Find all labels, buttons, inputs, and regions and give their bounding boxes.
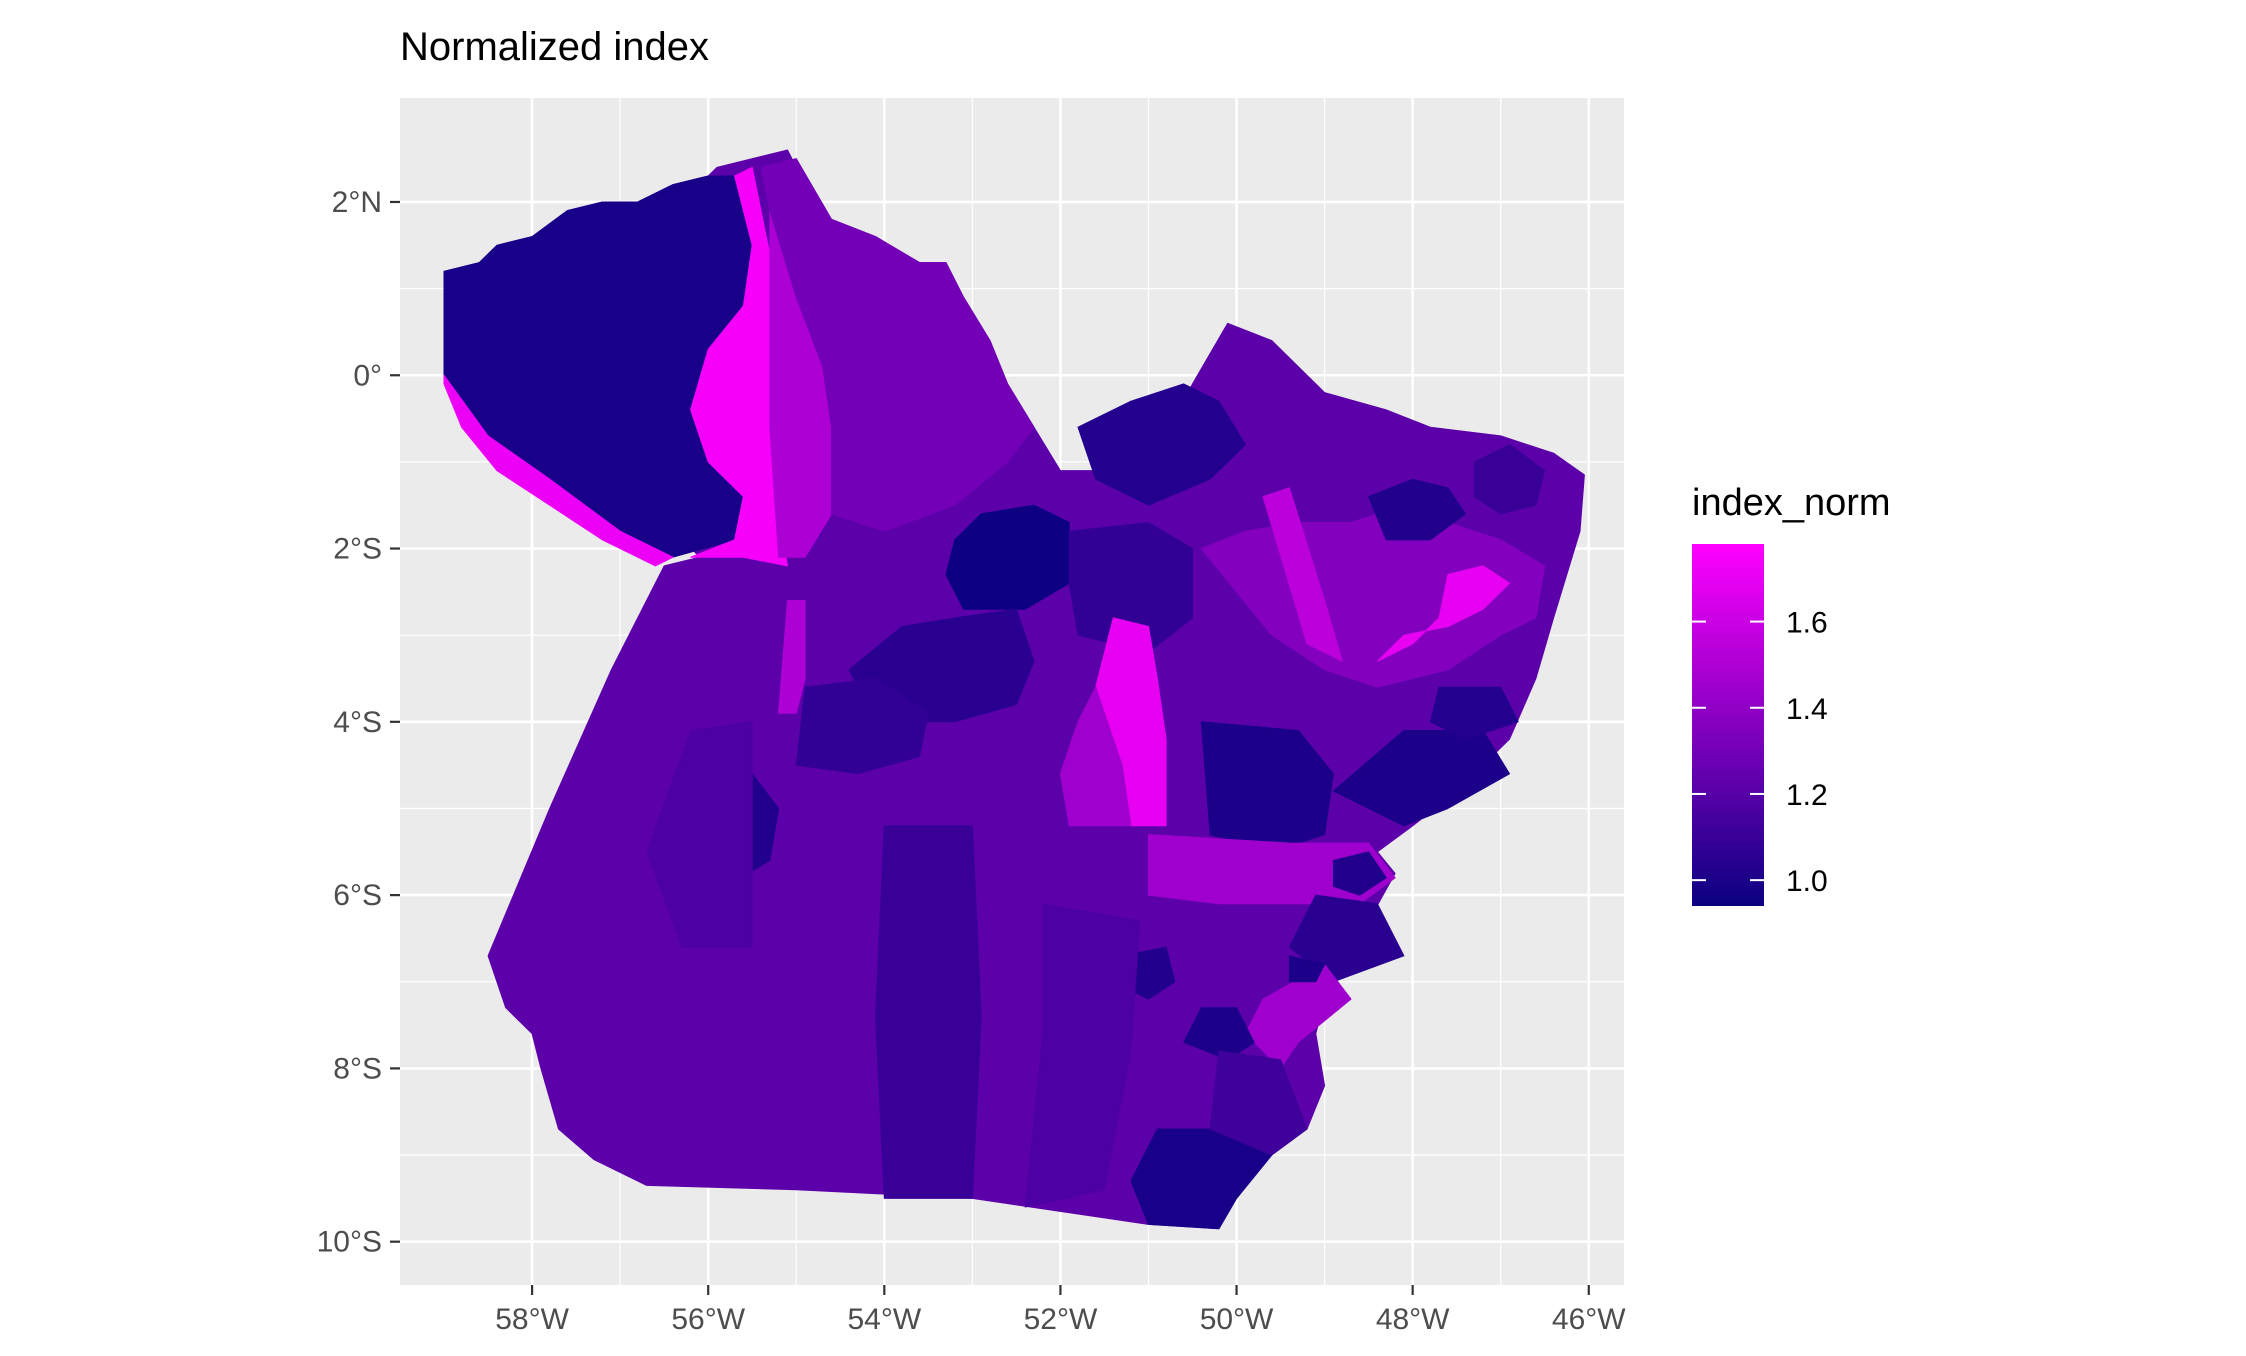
legend-break-label: 1.0 xyxy=(1786,865,1828,898)
region-polygon xyxy=(1209,1050,1308,1156)
region-polygon xyxy=(945,504,1070,610)
x-tick-label: 46°W xyxy=(1552,1303,1626,1336)
region-polygon xyxy=(1288,955,1326,983)
region-polygon xyxy=(1376,565,1510,662)
municipality-polygons xyxy=(443,149,1585,1230)
region-polygon xyxy=(1332,851,1387,896)
region-polygon xyxy=(1473,444,1546,515)
region-polygon xyxy=(1288,894,1405,983)
x-tick-label: 50°W xyxy=(1200,1303,1274,1336)
y-tick-label: 0° xyxy=(353,359,382,392)
region-polygon xyxy=(1429,686,1519,740)
region-polygon xyxy=(795,678,929,775)
x-axis: 58°W 56°W 54°W 52°W 50°W 48°W 46°W xyxy=(495,1285,1626,1336)
region-polygon xyxy=(1068,522,1193,653)
region-polygon xyxy=(1368,478,1466,541)
y-tick-label: 10°S xyxy=(317,1226,382,1259)
region-polygon xyxy=(1077,383,1246,506)
x-tick-label: 56°W xyxy=(671,1303,745,1336)
legend: index_norm 1.6 1.4 1.2 1.0 xyxy=(1692,482,1891,906)
legend-title: index_norm xyxy=(1692,482,1891,524)
y-tick-label: 8°S xyxy=(333,1052,382,1085)
region-polygon xyxy=(1024,903,1141,1208)
y-tick-label: 4°S xyxy=(333,706,382,739)
y-tick-label: 2°S xyxy=(333,533,382,566)
y-tick-label: 6°S xyxy=(333,879,382,912)
legend-break-label: 1.2 xyxy=(1786,779,1828,812)
region-polygon xyxy=(875,825,982,1199)
region-polygon xyxy=(443,374,674,567)
region-polygon xyxy=(778,600,806,714)
legend-break-label: 1.4 xyxy=(1786,693,1828,726)
x-tick-label: 48°W xyxy=(1376,1303,1450,1336)
region-polygon xyxy=(646,721,753,948)
y-tick-label: 2°N xyxy=(332,186,382,219)
x-tick-label: 54°W xyxy=(847,1303,921,1336)
region-polygon xyxy=(1262,487,1343,662)
y-axis: 2°N 0° 2°S 4°S 6°S 8°S 10°S xyxy=(317,186,400,1259)
legend-break-label: 1.6 xyxy=(1786,607,1828,640)
chart-title: Normalized index xyxy=(400,25,709,69)
region-polygon xyxy=(1059,686,1132,827)
legend-colorbar xyxy=(1692,544,1764,906)
region-polygon xyxy=(1183,1007,1255,1061)
legend-breaks: 1.6 1.4 1.2 1.0 xyxy=(1692,607,1828,898)
region-polygon xyxy=(690,166,788,567)
x-tick-label: 58°W xyxy=(495,1303,569,1336)
region-polygon xyxy=(1200,721,1334,853)
region-polygon xyxy=(760,158,1035,532)
x-tick-label: 52°W xyxy=(1024,1303,1098,1336)
